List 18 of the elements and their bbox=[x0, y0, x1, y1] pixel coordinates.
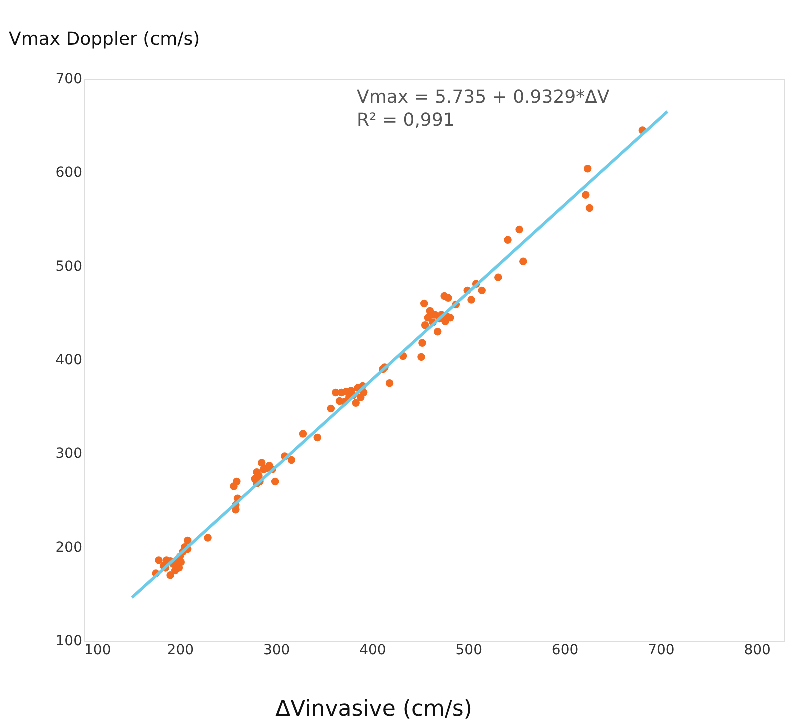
y-tick-label: 300 bbox=[56, 446, 82, 462]
x-tick-label: 600 bbox=[552, 642, 579, 658]
y-tick-label: 200 bbox=[56, 540, 82, 556]
y-tick-label: 400 bbox=[56, 352, 82, 368]
x-tick-label: 200 bbox=[167, 642, 194, 658]
annotation: R² = 0,991 bbox=[357, 110, 455, 131]
y-tick-label: 700 bbox=[56, 72, 82, 88]
y-axis-title: Vmax Doppler (cm/s) bbox=[9, 29, 200, 50]
y-tick-label: 600 bbox=[56, 165, 82, 182]
x-tick-label: 700 bbox=[648, 642, 675, 658]
y-tick-label: 500 bbox=[56, 258, 82, 275]
x-tick-label: 800 bbox=[744, 642, 771, 658]
x-tick-label: 400 bbox=[360, 642, 386, 658]
x-tick-label: 300 bbox=[263, 642, 290, 658]
x-tick-label: 500 bbox=[456, 642, 482, 658]
x-tick-label: 100 bbox=[84, 642, 112, 658]
x-axis-title: ΔVinvasive (cm/s) bbox=[276, 697, 472, 722]
annotation: Vmax = 5.735 + 0.9329*ΔV bbox=[357, 87, 610, 108]
